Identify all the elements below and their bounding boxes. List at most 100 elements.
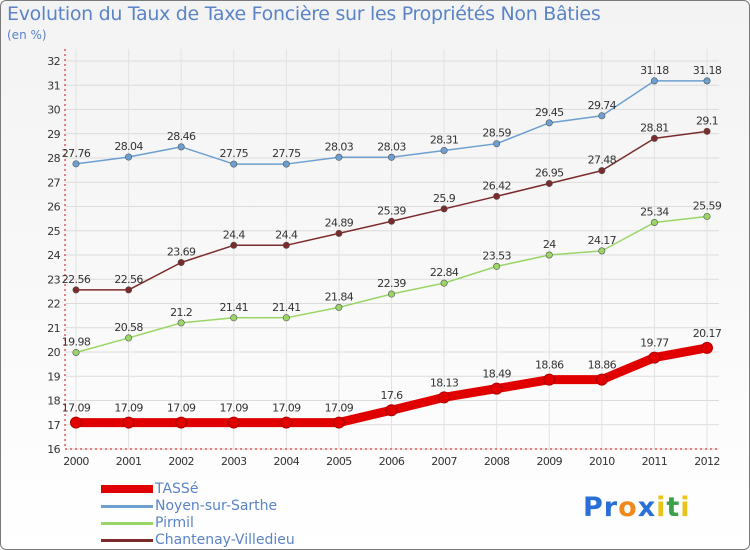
data-labels: 27.76 28.04 28.46 27.75 27.75 28.03 28.03 28.31… [62, 64, 723, 415]
x-tick-label: 2006 [379, 455, 405, 468]
y-tick-label: 21 [47, 322, 60, 335]
logo-letter: i [656, 492, 667, 523]
y-tick-label: 24 [47, 249, 60, 262]
data-point [493, 140, 501, 148]
legend: TASSé Noyen-sur-Sarthe Pirmil Chantenay-… [101, 481, 361, 549]
data-point [440, 279, 448, 287]
data-label: 23.53 [482, 249, 511, 262]
data-label: 17.09 [114, 402, 143, 415]
x-tick-label: 2000 [63, 455, 89, 468]
series-lines [70, 77, 713, 429]
data-point [335, 153, 343, 161]
data-point [438, 391, 451, 404]
chart-unit-label: (en %) [7, 28, 47, 42]
y-tick-label: 31 [47, 79, 60, 92]
data-label: 18.49 [482, 368, 511, 381]
logo-letter: i [680, 492, 691, 523]
data-point [70, 416, 82, 429]
data-point [335, 229, 343, 237]
data-label: 17.09 [220, 402, 249, 415]
data-point [648, 351, 661, 364]
data-label: 21.84 [325, 290, 354, 303]
y-tick-label: 30 [47, 104, 60, 117]
y-tick-label: 20 [47, 346, 60, 359]
logo-letter: r [603, 492, 619, 523]
axes: 16 17 18 19 20 21 22 23 24 25 26 27 28 29 30 31 32 2000 20… [47, 49, 720, 468]
data-label: 27.75 [272, 147, 301, 160]
data-label: 17.09 [62, 402, 91, 415]
data-label: 24.4 [275, 228, 298, 241]
legend-label-tasse: TASSé [155, 481, 199, 497]
data-point [598, 167, 606, 175]
data-point [125, 286, 133, 294]
y-tick-label: 27 [47, 176, 60, 189]
y-tick-label: 25 [47, 225, 60, 238]
data-label: 27.48 [588, 154, 617, 167]
legend-item-pirmil: Pirmil [101, 515, 361, 532]
y-tick-label: 28 [47, 152, 60, 165]
data-label: 21.2 [170, 306, 192, 319]
x-tick-label: 2008 [484, 455, 510, 468]
data-point [490, 382, 503, 395]
data-point [387, 153, 395, 161]
data-point [650, 219, 658, 227]
logo-letter: P [583, 492, 604, 523]
x-tick-label: 2002 [168, 455, 194, 468]
data-point [335, 303, 343, 311]
data-label: 24.4 [223, 228, 246, 241]
logo-letter: x [637, 492, 657, 523]
data-point [440, 205, 448, 213]
data-label: 28.31 [430, 133, 459, 146]
data-point [595, 373, 608, 386]
x-tick-label: 2003 [221, 455, 247, 468]
y-tick-label: 16 [47, 443, 60, 456]
x-tick-label: 2005 [326, 455, 352, 468]
data-label: 22.84 [430, 266, 459, 279]
data-point [122, 416, 135, 429]
legend-label-pirmil: Pirmil [155, 515, 194, 531]
data-point [125, 334, 133, 342]
data-point [72, 286, 80, 294]
data-label: 24.89 [325, 216, 354, 229]
legend-label-chantenay-villedieu: Chantenay-Villedieu [155, 532, 295, 548]
data-label: 29.45 [535, 106, 564, 119]
logo-letter: o [618, 492, 638, 523]
data-point [387, 290, 395, 298]
data-label: 20.17 [693, 327, 722, 340]
data-point [72, 348, 80, 356]
data-label: 28.03 [325, 140, 354, 153]
data-label: 21.41 [220, 301, 249, 314]
data-label: 25.39 [377, 204, 406, 217]
legend-swatch-noyen-sur-sarthe [101, 505, 153, 508]
y-tick-label: 26 [47, 201, 60, 214]
data-label: 22.39 [377, 277, 406, 290]
data-label: 21.41 [272, 301, 301, 314]
data-label: 25.59 [693, 199, 722, 212]
data-point [598, 247, 606, 255]
data-label: 18.86 [535, 359, 564, 372]
data-label: 27.76 [62, 147, 91, 160]
y-tick-label: 17 [47, 419, 60, 432]
data-point [493, 262, 501, 270]
data-point [703, 77, 711, 85]
data-point [545, 251, 553, 259]
data-label: 18.13 [430, 376, 459, 389]
data-point [545, 119, 553, 127]
data-point [385, 404, 398, 417]
data-label: 29.1 [696, 114, 718, 127]
proxiti-logo: Proxiti [583, 492, 691, 523]
data-label: 24 [543, 238, 556, 251]
data-point [230, 314, 238, 322]
data-label: 26.42 [482, 179, 511, 192]
data-point [230, 241, 238, 249]
data-point [227, 416, 240, 429]
data-label: 20.58 [114, 321, 143, 334]
x-tick-label: 2012 [694, 455, 720, 468]
legend-swatch-pirmil [101, 522, 153, 525]
y-tick-label: 19 [47, 370, 60, 383]
y-tick-label: 22 [47, 298, 60, 311]
data-point [175, 416, 188, 429]
data-point [703, 212, 711, 220]
data-label: 22.56 [62, 273, 91, 286]
legend-swatch-tasse [101, 485, 153, 493]
